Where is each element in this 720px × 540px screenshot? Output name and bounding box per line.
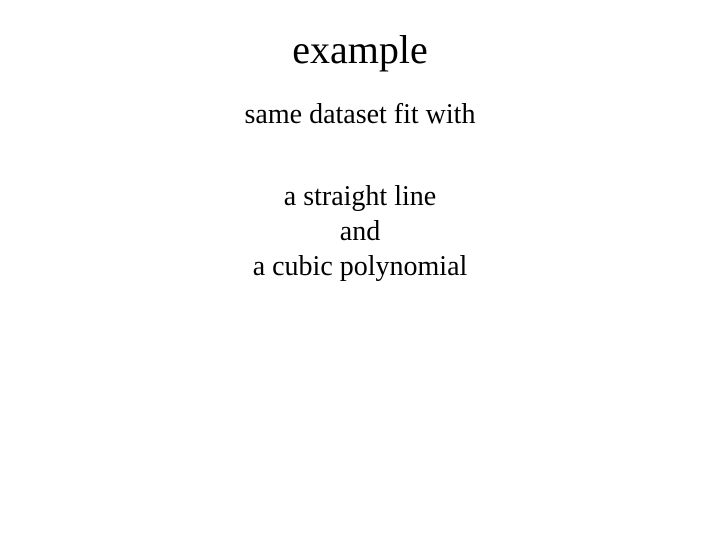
slide: example same dataset fit with a straight… — [0, 0, 720, 540]
body-line-1: a straight line — [0, 179, 720, 214]
slide-title: example — [0, 0, 720, 73]
slide-body: a straight line and a cubic polynomial — [0, 179, 720, 284]
body-line-2: and — [0, 214, 720, 249]
slide-subtitle: same dataset fit with — [0, 99, 720, 131]
body-line-3: a cubic polynomial — [0, 249, 720, 284]
